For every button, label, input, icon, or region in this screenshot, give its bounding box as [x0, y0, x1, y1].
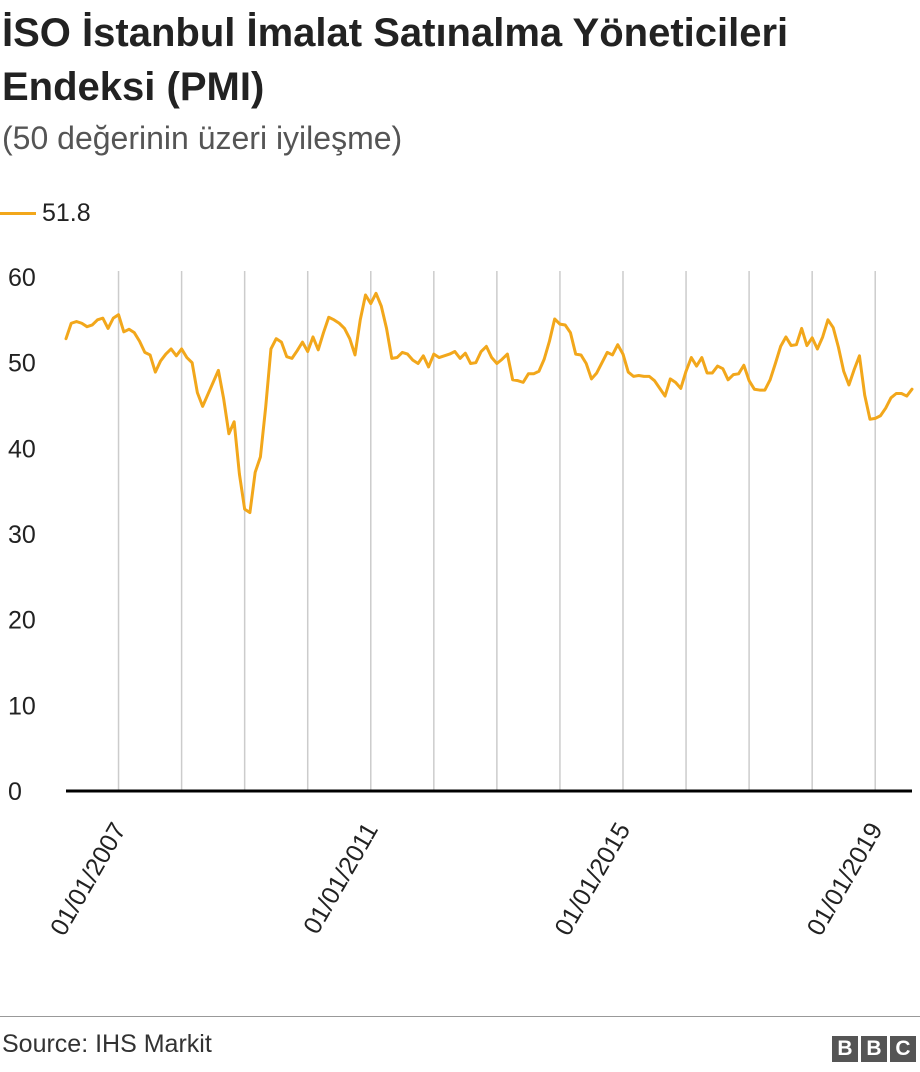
y-tick-label: 60 [8, 264, 36, 292]
x-tick-label: 01/01/2011 [298, 818, 384, 939]
x-tick-label: 01/01/2007 [45, 818, 132, 940]
line-chart: 0 10 20 30 40 50 60 01/01/2007 01/01/2011 01/01/2… [8, 264, 914, 940]
bbc-logo: B B C [832, 1036, 916, 1062]
bbc-logo-letter: C [890, 1036, 916, 1062]
legend-label: 51.8 [42, 198, 91, 227]
chart-title: İSO İstanbul İmalat Satınalma Yöneticile… [2, 11, 789, 109]
bbc-logo-letter: B [832, 1036, 858, 1062]
legend: 51.8 [0, 198, 91, 228]
y-tick-label: 30 [8, 521, 36, 549]
bbc-logo-letter: B [861, 1036, 887, 1062]
y-tick-label: 40 [8, 435, 36, 463]
y-tick-label: 10 [8, 692, 36, 720]
y-tick-label: 50 [8, 350, 36, 378]
legend-swatch [0, 211, 36, 215]
footer-divider [0, 1016, 920, 1017]
series-line [64, 291, 914, 515]
y-tick-label: 0 [8, 778, 22, 806]
x-tick-label: 01/01/2019 [802, 818, 889, 940]
y-tick-label: 20 [8, 607, 36, 635]
source-note: Source: IHS Markit [2, 1030, 212, 1058]
chart-subtitle: (50 değerinin üzeri iyileşme) [2, 120, 403, 156]
x-tick-label: 01/01/2015 [549, 818, 636, 940]
